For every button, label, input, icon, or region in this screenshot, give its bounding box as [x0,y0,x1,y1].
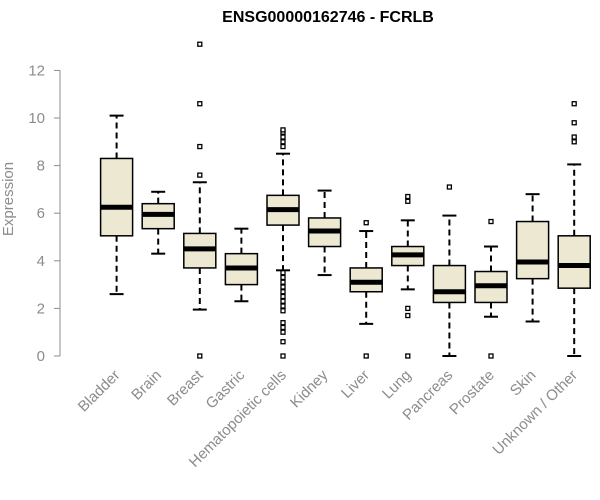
outlier-point [280,127,286,133]
box-group-6 [349,220,383,359]
category-label: Breast [164,366,207,409]
outlier-point [197,172,203,178]
outlier-point [280,308,286,314]
y-tick-label: 6 [37,205,45,222]
category-label: Lung [379,367,415,403]
outlier-point [280,289,286,295]
iqr-box [515,220,550,280]
outlier-point [280,270,286,276]
iqr-box [432,264,467,304]
chart-title: ENSG00000162746 - FCRLB [222,9,434,26]
outlier-point [197,101,203,107]
box-group-11 [557,101,591,357]
outlier-point [363,353,369,359]
outlier-point [280,293,286,300]
y-axis: 0 2 4 6 8 10 12 [28,62,61,365]
box-group-1 [141,190,175,255]
category-label: Bladder [75,367,124,416]
outlier-point [280,284,286,290]
category-label: Brain [128,367,165,404]
y-tick-label: 12 [28,62,45,79]
box-group-10 [515,193,550,323]
category-label: Skin [507,367,540,400]
outlier-point [280,339,286,345]
outlier-point [280,303,286,309]
outlier-point [405,305,411,312]
outlier-point [197,41,203,47]
outlier-point [197,143,203,150]
iqr-box [557,235,591,289]
outlier-point [446,184,453,190]
box-group-4 [266,127,300,359]
y-tick-label: 4 [37,253,45,270]
box-group-8 [432,184,467,357]
box-group-5 [307,189,342,277]
outlier-point [488,353,494,359]
outlier-point [197,353,203,359]
outlier-point [405,193,411,200]
y-tick-label: 0 [37,348,45,365]
boxes-layer [99,41,591,359]
box-group-2 [183,41,217,359]
outlier-point [571,101,577,107]
category-label: Kidney [287,366,332,411]
outlier-point [280,279,286,285]
outlier-point [405,198,411,204]
box-group-7 [391,193,425,359]
outlier-point [488,218,494,225]
iqr-box [99,157,134,237]
outlier-point [280,298,286,304]
outlier-point [405,312,411,319]
outlier-point [280,274,286,281]
category-label: Prostate [446,367,498,419]
y-tick-label: 8 [37,158,45,175]
box-group-0 [99,114,134,296]
outlier-point [280,329,286,335]
outlier-point [363,220,369,226]
category-label: Liver [338,367,373,402]
y-axis-title: Expression [0,162,17,236]
box-group-3 [224,227,259,303]
outlier-point [405,353,411,359]
outlier-point [280,139,286,145]
box-group-9 [474,218,508,359]
outlier-point [280,134,286,140]
y-tick-label: 10 [28,110,45,127]
outlier-point [280,320,286,326]
y-tick-label: 2 [37,300,45,317]
outlier-point [280,143,286,150]
outlier-point [280,353,286,359]
outlier-point [280,324,286,331]
outlier-point [571,139,577,145]
outlier-point [571,120,577,126]
outlier-point [571,134,577,140]
